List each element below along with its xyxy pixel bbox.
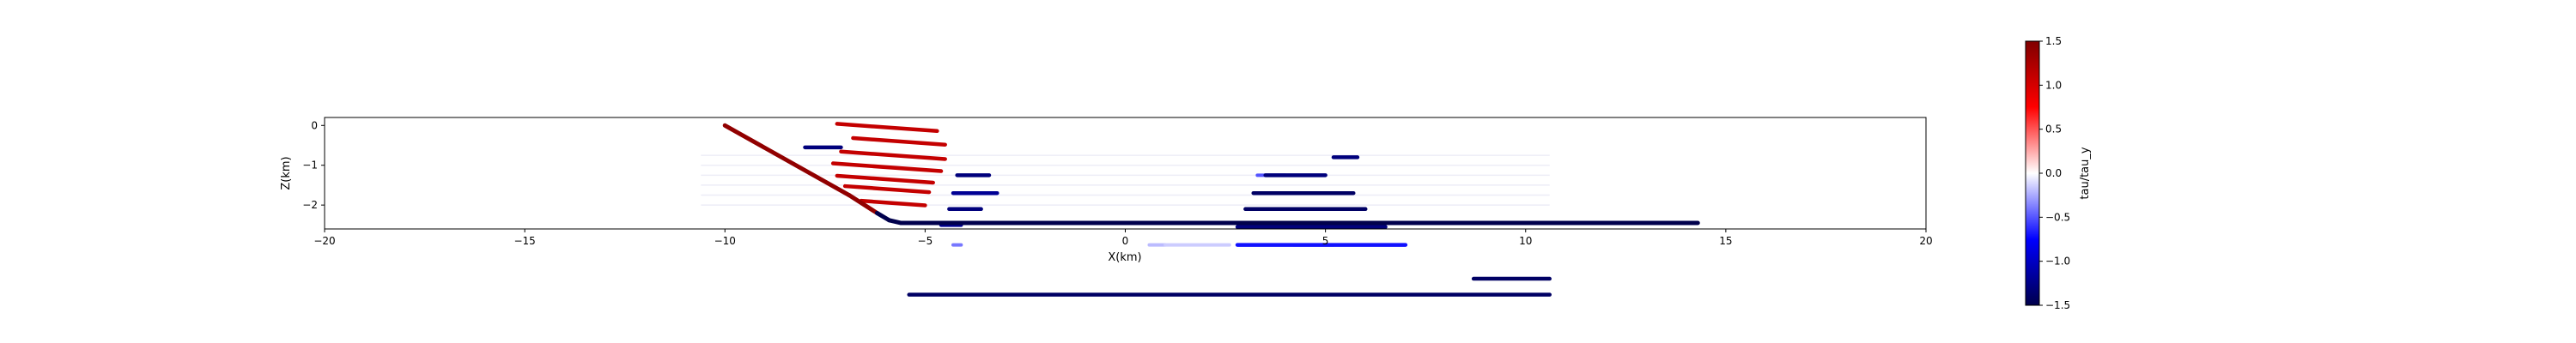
stress-segment [851,135,947,147]
y-tick-label: 0 [311,119,318,131]
stress-segments-layer [803,122,1552,297]
background-rows-layer [701,154,1550,206]
x-axis-ticks: −20 −15 −10 −5 0 5 10 15 20 [313,229,1933,247]
colorbar-tick-label: 0.0 [2045,167,2062,179]
stress-segment [859,198,927,208]
x-tick-label: −10 [714,235,736,247]
x-tick-label: −15 [513,235,535,247]
fault-segment [874,210,891,223]
main-plot: −20 −15 −10 −5 0 5 10 15 20 0 −1 −2 X(km) Z(km) [280,117,1933,297]
plot-area [325,117,1926,229]
y-tick-label: −2 [302,199,318,211]
y-axis-label: Z(km) [280,156,293,190]
stress-segment [835,173,935,185]
colorbar-tick-label: −1.5 [2045,299,2070,311]
stress-segment [835,122,939,134]
fault-segment [722,123,852,198]
colorbar: 1.5 1.0 0.5 0.0 −0.5 −1.0 −1.5 tau/tau_y [2025,35,2092,311]
colorbar-tick-label: 0.5 [2045,123,2062,135]
colorbar-label: tau/tau_y [2079,147,2092,199]
stress-segment [839,149,947,161]
colorbar-tick-label: −1.0 [2045,256,2070,268]
y-axis-ticks: 0 −1 −2 [302,119,325,211]
x-tick-label: 20 [1919,235,1932,247]
colorbar-tick-label: −0.5 [2045,211,2070,223]
x-tick-label: 0 [1122,235,1129,247]
x-tick-label: 10 [1519,235,1532,247]
fault-line-layer [722,123,1700,226]
x-axis-label: X(km) [1108,251,1141,264]
fault-segment [847,193,879,215]
colorbar-ticks: 1.5 1.0 0.5 0.0 −0.5 −1.0 −1.5 [2039,35,2070,311]
x-tick-label: 5 [1322,235,1329,247]
y-tick-label: −1 [302,159,318,172]
x-tick-label: −5 [918,235,933,247]
stress-segment [830,161,944,173]
colorbar-gradient [2025,40,2040,306]
stress-segment [842,184,932,195]
x-tick-label: 15 [1719,235,1732,247]
x-tick-label: −20 [313,235,335,247]
colorbar-tick-label: 1.0 [2045,79,2062,91]
colorbar-tick-label: 1.5 [2045,35,2062,47]
